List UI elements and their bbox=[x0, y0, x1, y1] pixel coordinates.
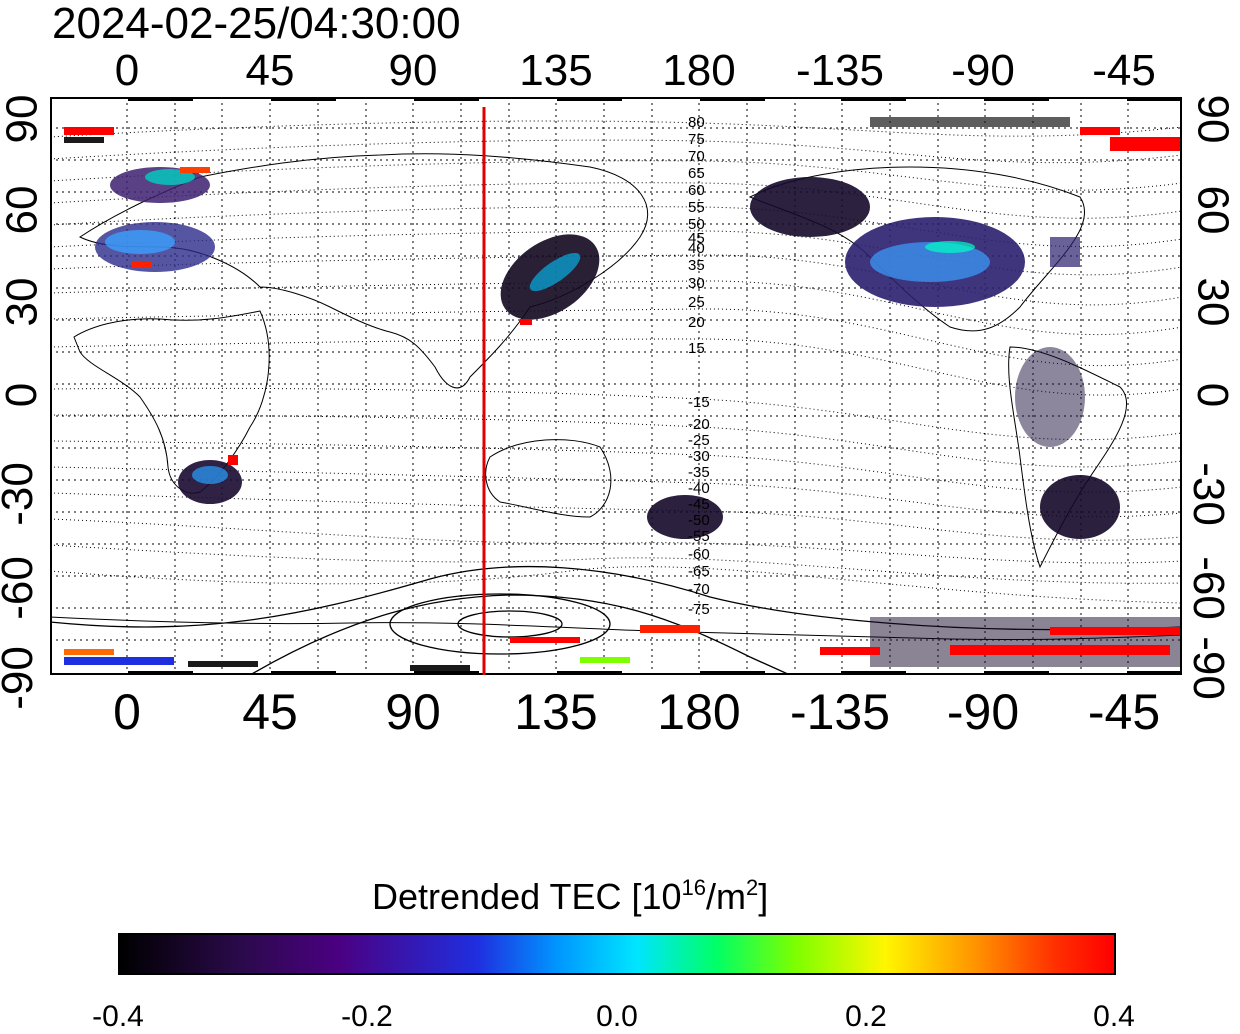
tec-data-patches bbox=[64, 117, 1180, 671]
lat-tick-right: 60 bbox=[1188, 185, 1238, 235]
colorbar-title-mid: /m bbox=[706, 876, 746, 917]
lon-tick-top: 135 bbox=[519, 46, 593, 95]
contour-label: 45 bbox=[688, 230, 705, 247]
colorbar-tick: -0.4 bbox=[92, 1000, 144, 1033]
contour-label: -45 bbox=[688, 496, 710, 513]
contour-label: 50 bbox=[688, 216, 705, 233]
lat-tick-left: 90 bbox=[0, 94, 47, 144]
colorbar-title-end: ] bbox=[758, 876, 769, 917]
colorbar bbox=[118, 933, 1116, 975]
lon-tick-bottom: 135 bbox=[514, 684, 598, 740]
contour-label: -40 bbox=[688, 480, 710, 497]
lon-tick-top: 0 bbox=[114, 46, 140, 95]
lon-tick-bottom: 180 bbox=[657, 684, 741, 740]
contour-label: 40 bbox=[688, 240, 705, 257]
contour-label: 20 bbox=[688, 314, 705, 331]
colorbar-tick: 0.2 bbox=[845, 1000, 887, 1033]
colorbar-title-main: Detrended TEC [10 bbox=[372, 876, 682, 917]
map-frame bbox=[50, 97, 1182, 675]
lat-tick-right: -30 bbox=[1183, 462, 1233, 526]
contour-label: -75 bbox=[688, 601, 710, 618]
contour-label: 65 bbox=[688, 165, 705, 182]
lon-tick-bottom: -45 bbox=[1087, 684, 1161, 740]
contour-label: 35 bbox=[688, 257, 705, 274]
contour-label: -20 bbox=[688, 416, 710, 433]
contour-label: -35 bbox=[688, 464, 710, 481]
tec-map bbox=[50, 97, 1182, 675]
colorbar-title-exp2: 2 bbox=[746, 875, 759, 900]
contour-label: 15 bbox=[688, 340, 705, 357]
lat-tick-right: 30 bbox=[1188, 277, 1238, 327]
lon-tick-bottom: -135 bbox=[789, 684, 891, 740]
contour-label: 25 bbox=[688, 294, 705, 311]
contour-label: 30 bbox=[688, 275, 705, 292]
lat-tick-right: 0 bbox=[1188, 382, 1238, 408]
lat-tick-left: -60 bbox=[0, 556, 42, 620]
contour-label: 80 bbox=[688, 114, 705, 131]
lat-tick-left: -90 bbox=[0, 646, 42, 710]
magnetic-latitude-contours bbox=[50, 120, 1182, 604]
coast-europe-africa bbox=[73, 310, 270, 494]
contour-label: -50 bbox=[688, 512, 710, 529]
colorbar-title-exp1: 16 bbox=[681, 875, 706, 900]
lat-tick-left: 0 bbox=[0, 382, 47, 408]
lon-tick-bottom: -90 bbox=[946, 684, 1020, 740]
lon-tick-top: 180 bbox=[662, 46, 736, 95]
lon-tick-top: 90 bbox=[388, 46, 438, 95]
contour-label: -15 bbox=[688, 394, 710, 411]
timestamp: 2024-02-25/04:30:00 bbox=[52, 0, 461, 48]
lon-tick-top: -45 bbox=[1092, 46, 1156, 95]
lat-tick-left: 30 bbox=[0, 277, 47, 327]
contour-label: -65 bbox=[688, 563, 710, 580]
coast-australia bbox=[485, 439, 612, 518]
lon-tick-bottom: 90 bbox=[385, 684, 441, 740]
contour-label: 75 bbox=[688, 131, 705, 148]
lon-tick-top: -90 bbox=[951, 46, 1015, 95]
lat-tick-left: -30 bbox=[0, 462, 42, 526]
contour-label: -25 bbox=[688, 432, 710, 449]
lon-tick-bottom: 45 bbox=[242, 684, 298, 740]
contour-label: 60 bbox=[688, 182, 705, 199]
lat-tick-right: 90 bbox=[1188, 94, 1238, 144]
contour-label: 70 bbox=[688, 148, 705, 165]
lat-tick-right: -90 bbox=[1183, 636, 1233, 700]
lat-tick-right: -60 bbox=[1183, 556, 1233, 620]
lon-tick-bottom: 0 bbox=[113, 684, 141, 740]
colorbar-tick: 0.0 bbox=[596, 1000, 638, 1033]
frame-tick-bars bbox=[128, 97, 1182, 675]
colorbar-title: Detrended TEC [1016/m2] bbox=[372, 866, 768, 919]
lat-tick-left: 60 bbox=[0, 185, 47, 235]
contour-label: 55 bbox=[688, 199, 705, 216]
contour-label: -30 bbox=[688, 448, 710, 465]
lon-tick-top: 45 bbox=[245, 46, 295, 95]
colorbar-tick: 0.4 bbox=[1093, 1000, 1135, 1033]
contour-label: -70 bbox=[688, 581, 710, 598]
contour-label: -60 bbox=[688, 546, 710, 563]
lon-tick-top: -135 bbox=[795, 46, 885, 95]
colorbar-tick: -0.2 bbox=[341, 1000, 393, 1033]
contour-label: -55 bbox=[688, 528, 710, 545]
graticule bbox=[50, 97, 1182, 675]
